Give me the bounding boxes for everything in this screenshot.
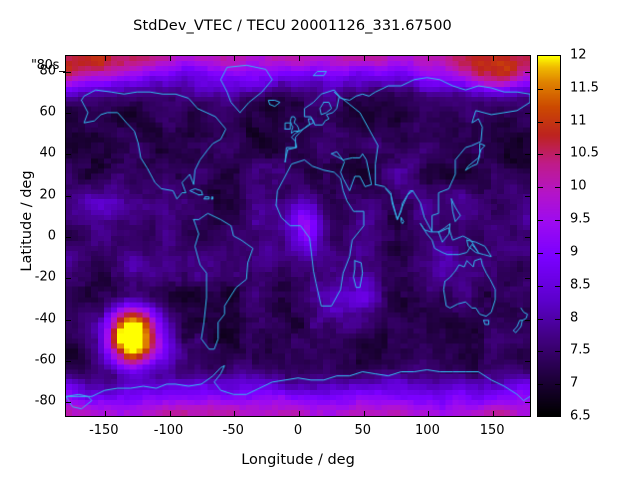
x-tick-mark xyxy=(169,56,171,61)
x-tick-mark xyxy=(234,56,236,61)
y-tick-mark xyxy=(66,361,71,363)
colorbar-tick-mark xyxy=(538,88,543,90)
x-tick-mark xyxy=(428,411,430,416)
colorbar-tick-mark xyxy=(538,252,543,254)
key-label-artifact: "80s_ xyxy=(31,58,66,73)
y-tick-mark xyxy=(525,71,530,73)
colorbar-tick-label: 10.5 xyxy=(570,145,599,161)
colorbar-tick-mark xyxy=(555,121,560,123)
x-tick-mark xyxy=(299,411,300,416)
colorbar xyxy=(537,55,561,417)
x-tick-mark xyxy=(493,56,495,61)
x-tick-label: 0 xyxy=(293,423,303,438)
x-tick-label: 150 xyxy=(479,423,505,438)
y-tick-label: 80 xyxy=(39,63,56,78)
colorbar-tick-label: 9 xyxy=(570,244,579,260)
colorbar-tick-label: 8 xyxy=(570,310,579,326)
x-tick-label: 50 xyxy=(354,423,371,438)
colorbar-tick-mark xyxy=(555,187,560,189)
colorbar-tick-mark xyxy=(555,351,560,353)
y-tick-mark xyxy=(66,278,71,280)
colorbar-tick-label: 7 xyxy=(570,375,579,391)
colorbar-tick-label: 11 xyxy=(570,113,587,129)
y-tick-label: 20 xyxy=(39,187,56,203)
colorbar-tick-label: 7.5 xyxy=(570,342,591,358)
colorbar-tick-label: 11.5 xyxy=(570,80,599,96)
y-tick-mark xyxy=(525,319,530,321)
colorbar-tick-label: 6.5 xyxy=(570,408,591,424)
map-plot-area xyxy=(65,55,531,417)
colorbar-tick-label: 8.5 xyxy=(570,277,591,293)
y-tick-mark xyxy=(525,361,530,363)
colorbar-gradient xyxy=(538,56,560,416)
y-tick-label: 0 xyxy=(47,228,56,244)
colorbar-tick-mark xyxy=(555,318,560,320)
y-tick-label: 40 xyxy=(39,145,56,161)
y-tick-mark xyxy=(525,195,530,197)
y-tick-mark xyxy=(66,112,71,114)
x-tick-mark xyxy=(104,411,106,416)
x-tick-label: -150 xyxy=(89,423,119,438)
x-tick-mark xyxy=(169,411,171,416)
colorbar-tick-label: 10 xyxy=(570,178,587,194)
colorbar-tick-mark xyxy=(538,187,543,189)
colorbar-tick-mark xyxy=(538,285,543,287)
x-tick-mark xyxy=(234,411,236,416)
colorbar-tick-mark xyxy=(538,220,543,222)
y-tick-label: -40 xyxy=(34,311,56,327)
coastline-layer xyxy=(66,56,530,416)
y-tick-mark xyxy=(525,154,530,156)
colorbar-tick-mark xyxy=(555,88,560,90)
y-tick-mark xyxy=(66,319,71,321)
x-tick-mark xyxy=(104,56,106,61)
colorbar-tick-label: 12 xyxy=(570,47,587,63)
y-tick-mark xyxy=(66,154,71,156)
colorbar-tick-mark xyxy=(555,252,560,254)
y-tick-mark xyxy=(525,402,530,404)
y-tick-mark xyxy=(66,402,71,404)
y-axis-title: Latitude / deg xyxy=(19,170,35,272)
colorbar-tick-mark xyxy=(538,154,543,156)
colorbar-tick-mark xyxy=(555,154,560,156)
colorbar-tick-mark xyxy=(538,121,543,123)
x-tick-mark xyxy=(363,411,365,416)
x-tick-label: -100 xyxy=(153,423,184,438)
x-tick-mark xyxy=(363,56,365,61)
colorbar-tick-label: 9.5 xyxy=(570,211,591,227)
x-tick-mark xyxy=(299,56,300,61)
page-title: StdDev_VTEC / TECU 20001126_331.67500 xyxy=(133,18,452,34)
y-tick-label: -60 xyxy=(34,352,56,368)
y-tick-label: 60 xyxy=(39,104,56,120)
colorbar-tick-mark xyxy=(538,351,543,353)
x-tick-label: -50 xyxy=(222,423,244,438)
colorbar-tick-mark xyxy=(538,384,543,386)
y-tick-label: -80 xyxy=(34,393,56,409)
y-tick-mark xyxy=(525,112,530,114)
x-tick-label: 100 xyxy=(415,423,440,438)
x-tick-mark xyxy=(428,56,430,61)
y-tick-label: -20 xyxy=(34,269,56,285)
colorbar-tick-mark xyxy=(555,220,560,222)
y-tick-mark xyxy=(66,195,71,197)
y-tick-mark xyxy=(525,278,530,280)
x-axis-title: Longitude / deg xyxy=(241,452,355,468)
colorbar-tick-mark xyxy=(538,318,543,320)
x-tick-mark xyxy=(493,411,495,416)
y-tick-mark xyxy=(66,71,71,73)
y-tick-mark xyxy=(525,237,530,238)
colorbar-tick-mark xyxy=(555,285,560,287)
colorbar-tick-mark xyxy=(555,384,560,386)
y-tick-mark xyxy=(66,237,71,238)
